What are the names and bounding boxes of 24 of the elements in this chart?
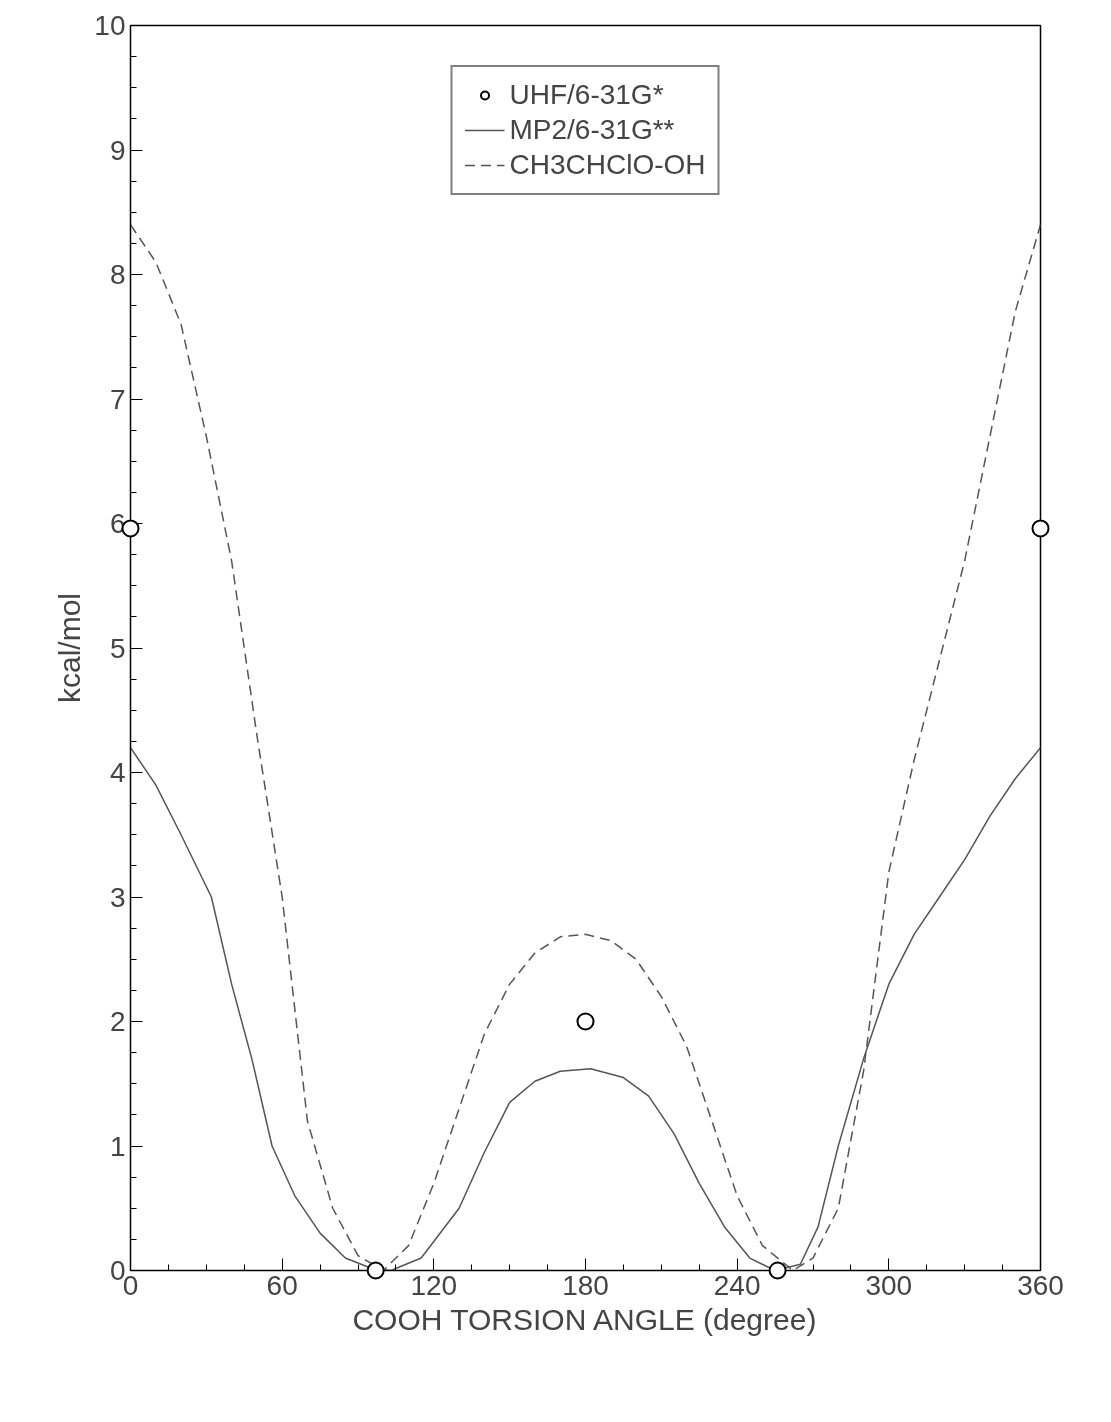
point [1031,519,1050,538]
point [768,1261,787,1280]
x-tick-label: 300 [865,1269,913,1301]
legend-label: MP2/6-31G** [509,114,675,146]
y-tick-label: 3 [109,881,126,913]
point [576,1012,595,1031]
x-tick-label: 360 [1017,1269,1064,1301]
y-tick-label: 5 [109,632,126,664]
y-tick-label: 10 [94,10,126,41]
x-tick-label: 60 [266,1269,298,1301]
x-tick-label: 120 [410,1269,458,1301]
y-tick-label: 7 [109,383,126,415]
x-tick-label: 180 [562,1269,609,1301]
y-tick-label: 8 [109,259,126,290]
y-tick-label: 4 [109,757,126,788]
y-tick-label: 1 [109,1130,126,1162]
legend-label: UHF/6-31G* [509,79,664,111]
y-tick-label: 9 [109,134,126,166]
point [366,1261,385,1280]
y-tick-label: 2 [109,1006,126,1037]
x-tick-label: 240 [713,1269,761,1301]
x-axis-title: COOH TORSION ANGLE (degree) [352,1302,817,1336]
y-axis-title: kcal/mol [53,592,87,704]
legend-label: CH3CHClO-OH [509,149,706,181]
